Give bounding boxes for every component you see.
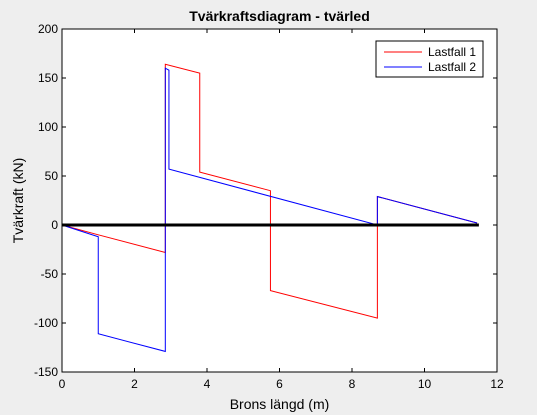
series-layer bbox=[61, 63, 479, 353]
legend-label: Lastfall 2 bbox=[428, 60, 476, 74]
series-line-1 bbox=[61, 63, 478, 319]
x-tick-label: 12 bbox=[490, 377, 504, 391]
y-tick-label: 200 bbox=[38, 22, 58, 36]
y-tick-label: 0 bbox=[51, 218, 58, 232]
y-tick-label: 50 bbox=[45, 169, 59, 183]
x-tick-label: 4 bbox=[204, 377, 211, 391]
x-axis-title: Brons längd (m) bbox=[230, 396, 330, 412]
x-tick-label: 8 bbox=[349, 377, 356, 391]
y-tick-label: -50 bbox=[41, 267, 59, 281]
y-axis-title: Tvärkraft (kN) bbox=[10, 158, 26, 244]
y-tick-label: 100 bbox=[38, 120, 58, 134]
legend-box bbox=[375, 40, 484, 78]
series-line-2 bbox=[61, 67, 478, 353]
y-tick-label: -150 bbox=[34, 365, 58, 379]
chart-title: Tvärkraftsdiagram - tvärled bbox=[189, 8, 370, 24]
y-tick-label: 150 bbox=[38, 71, 58, 85]
x-tick-label: 0 bbox=[59, 377, 66, 391]
x-tick-label: 6 bbox=[276, 377, 283, 391]
plot-area bbox=[62, 29, 497, 372]
axes-layer: 0 2 4 6 8 10 12 -150 -100 -50 0 50 100 150 200 bbox=[34, 22, 504, 391]
y-tick-label: -100 bbox=[34, 316, 58, 330]
x-tick-label: 10 bbox=[418, 377, 432, 391]
x-tick-label: 2 bbox=[131, 377, 138, 391]
legend-label: Lastfall 1 bbox=[428, 45, 476, 59]
